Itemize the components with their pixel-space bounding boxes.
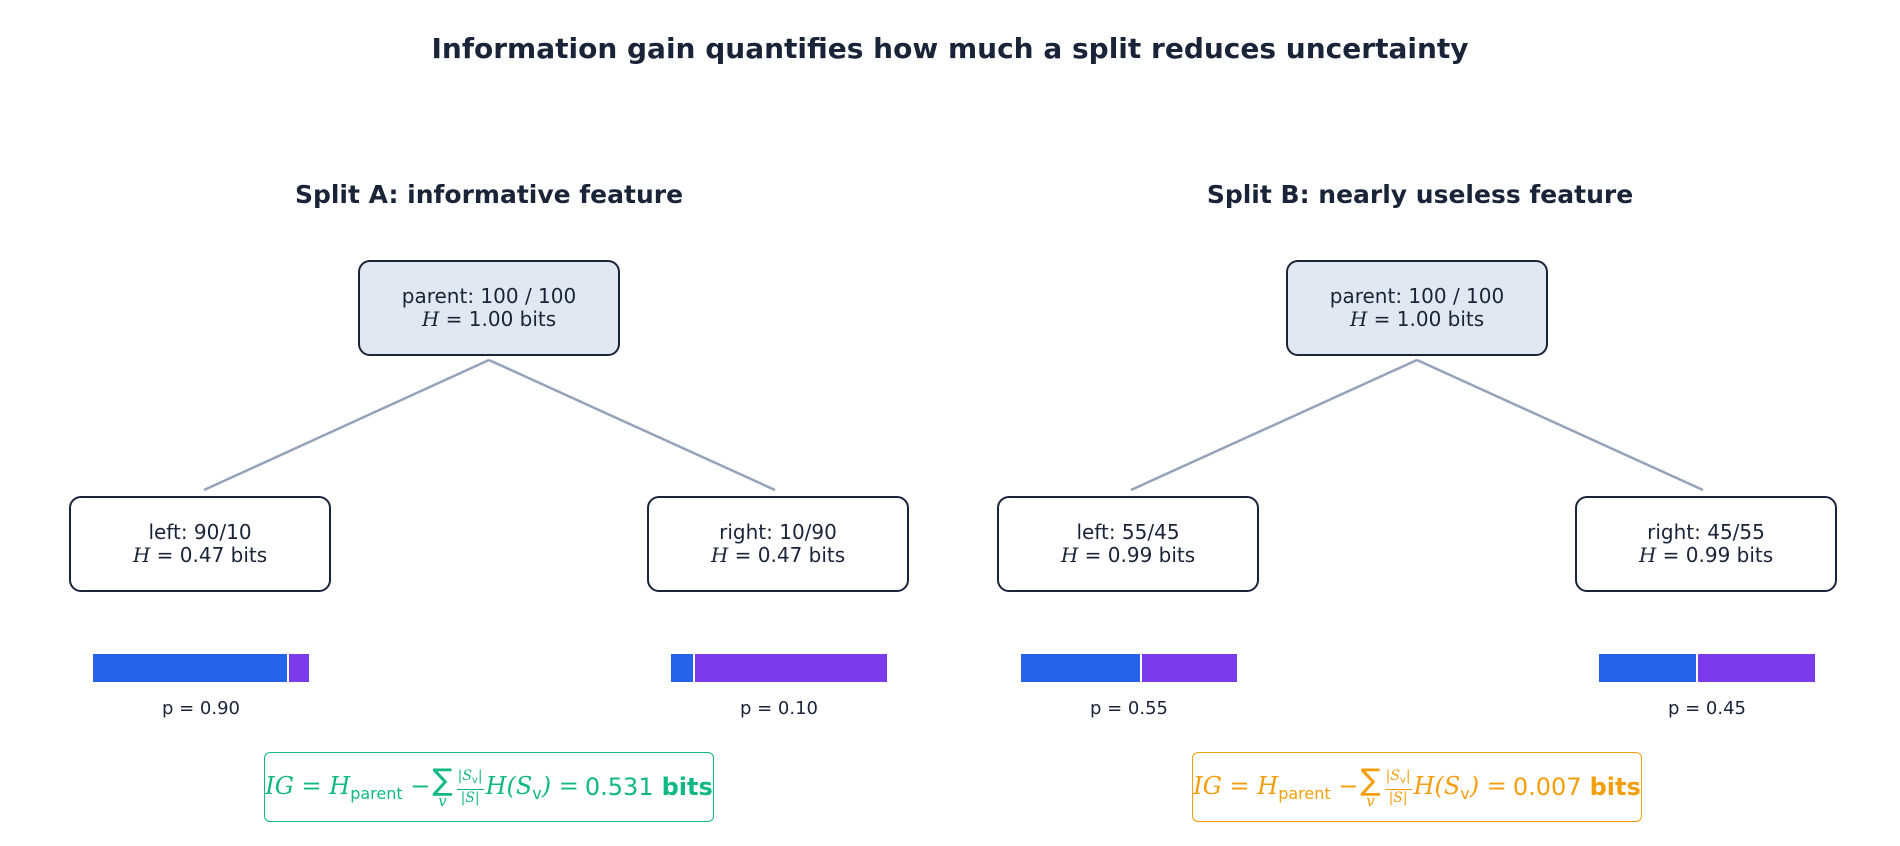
class-b-segment — [693, 654, 887, 682]
ig-value: 0.531 — [584, 773, 654, 801]
entropy-unit: bits — [1736, 543, 1774, 567]
split-a-right-proportion-bar — [671, 654, 887, 682]
entropy-line: H = 1.00 bits — [1349, 307, 1485, 331]
node-label: right: 45/55 — [1647, 520, 1765, 544]
class-b-segment — [1140, 654, 1237, 682]
class-a-segment — [1021, 654, 1140, 682]
entropy-unit: bits — [230, 543, 268, 567]
ig-unit: bits — [661, 773, 713, 801]
ig-formula: IG = Hparent − — [265, 771, 431, 803]
split-a-left-node: left: 90/10 H = 0.47 bits — [69, 496, 331, 592]
node-label: left: 90/10 — [148, 520, 252, 544]
split-a-left-p-label: p = 0.90 — [161, 698, 241, 719]
ig-unit: bits — [1589, 773, 1641, 801]
split-a-parent-node: parent: 100 / 100 H = 1.00 bits — [358, 260, 620, 356]
split-a-left-proportion-bar — [93, 654, 309, 682]
node-label: parent: 100 / 100 — [401, 284, 577, 308]
page-title: Information gain quantifies how much a s… — [431, 32, 1469, 65]
split-b-information-gain-box: IG = Hparent − ∑ v |Sv| |S| H(Sv) = 0.007 … — [1192, 752, 1642, 822]
ig-formula: IG = Hparent − — [1193, 771, 1359, 803]
ig-value: 0.007 — [1512, 773, 1582, 801]
split-b-left-p-label: p = 0.55 — [1089, 698, 1169, 719]
split-b-subtitle: Split B: nearly useless feature — [1206, 180, 1634, 209]
class-b-segment — [287, 654, 309, 682]
split-a-right-p-label: p = 0.10 — [739, 698, 819, 719]
class-a-segment — [93, 654, 287, 682]
entropy-line: H = 0.99 bits — [1638, 543, 1774, 567]
entropy-unit: bits — [519, 307, 557, 331]
split-a-subtitle: Split A: informative feature — [294, 180, 684, 209]
entropy-unit: bits — [808, 543, 846, 567]
sum-symbol: ∑ v — [432, 762, 453, 810]
entropy-value: 1.00 — [1396, 307, 1442, 331]
entropy-value: 1.00 — [468, 307, 514, 331]
entropy-value: 0.47 — [179, 543, 225, 567]
entropy-unit: bits — [1158, 543, 1196, 567]
fraction: |Sv| |S| — [456, 768, 484, 806]
split-b-left-edge — [1130, 358, 1418, 492]
node-label: right: 10/90 — [719, 520, 837, 544]
entropy-line: H = 1.00 bits — [421, 307, 557, 331]
fraction: |Sv| |S| — [1384, 768, 1412, 806]
split-b-right-proportion-bar — [1599, 654, 1815, 682]
entropy-value: 0.99 — [1685, 543, 1731, 567]
sum-symbol: ∑ v — [1360, 762, 1381, 810]
entropy-line: H = 0.99 bits — [1060, 543, 1196, 567]
split-b-right-node: right: 45/55 H = 0.99 bits — [1575, 496, 1837, 592]
node-label: parent: 100 / 100 — [1329, 284, 1505, 308]
split-a-right-node: right: 10/90 H = 0.47 bits — [647, 496, 909, 592]
entropy-value: 0.47 — [757, 543, 803, 567]
split-a-information-gain-box: IG = Hparent − ∑ v |Sv| |S| H(Sv) = 0.531 … — [264, 752, 714, 822]
node-label: left: 55/45 — [1076, 520, 1180, 544]
class-a-segment — [671, 654, 693, 682]
entropy-value: 0.99 — [1107, 543, 1153, 567]
split-b-right-edge — [1416, 358, 1704, 492]
split-a-left-edge — [203, 358, 490, 492]
split-b-left-node: left: 55/45 H = 0.99 bits — [997, 496, 1259, 592]
split-b-parent-node: parent: 100 / 100 H = 1.00 bits — [1286, 260, 1548, 356]
split-b-left-proportion-bar — [1021, 654, 1237, 682]
class-a-segment — [1599, 654, 1696, 682]
entropy-unit: bits — [1447, 307, 1485, 331]
entropy-line: H = 0.47 bits — [710, 543, 846, 567]
entropy-line: H = 0.47 bits — [132, 543, 268, 567]
class-b-segment — [1696, 654, 1815, 682]
split-b-right-p-label: p = 0.45 — [1667, 698, 1747, 719]
split-a-right-edge — [488, 358, 776, 492]
